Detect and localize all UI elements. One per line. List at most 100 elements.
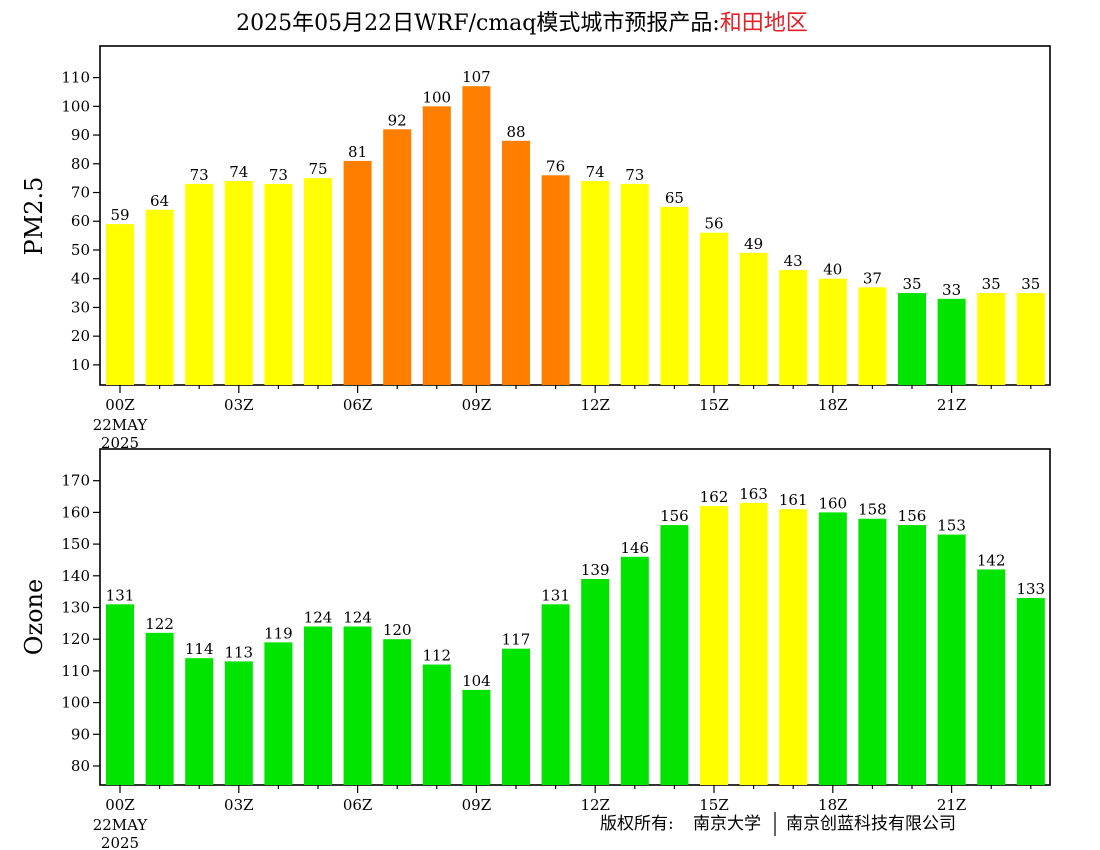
- copyright-org-nju: 南京大学: [693, 814, 761, 834]
- pm25-bar-value-label: 35: [902, 275, 921, 293]
- pm25-bar-value-label: 88: [506, 123, 525, 141]
- pm25-bar: [502, 140, 530, 385]
- ozone-bar-value-label: 131: [541, 586, 570, 604]
- ozone-bar: [818, 512, 847, 785]
- ozone-bar: [700, 506, 728, 785]
- ozone-bar: [620, 556, 649, 785]
- title-prefix: 2025年05月22日WRF/cmaq模式城市预报产品:: [236, 11, 720, 36]
- ozone-bar-value-label: 158: [858, 501, 887, 519]
- pm25-bar-value-label: 92: [388, 111, 407, 129]
- pm25-y-tick-label: 60: [71, 212, 90, 230]
- ozone-y-tick-label: 90: [71, 725, 90, 743]
- pm25-frame: [99, 45, 1051, 386]
- ozone-frame: [99, 448, 1051, 786]
- ozone-x-tick-label: 00Z: [105, 796, 135, 814]
- ozone-bar-value-label: 153: [937, 517, 966, 535]
- ozone-bar: [541, 604, 570, 785]
- copyright-org-chuanglan: 南京创蓝科技有限公司: [786, 814, 956, 834]
- ozone-bar: [343, 626, 372, 785]
- pm25-bar-value-label: 73: [269, 166, 288, 184]
- ozone-bar: [660, 525, 689, 785]
- pm25-bar-value-label: 74: [229, 163, 248, 181]
- pm25-bar-value-label: 56: [704, 215, 723, 233]
- ozone-bar-value-label: 160: [818, 494, 847, 512]
- pm25-y-tick-label: 40: [71, 270, 90, 288]
- copyright-label: 版权所有:: [600, 814, 674, 834]
- pm25-bar-value-label: 81: [348, 143, 367, 161]
- pm25-y-tick-label: 90: [71, 126, 90, 144]
- ozone-y-tick-label: 140: [61, 567, 90, 585]
- ozone-bar: [581, 578, 610, 785]
- ozone-bar-value-label: 156: [898, 507, 927, 525]
- ozone-y-axis-label: Ozone: [20, 579, 48, 655]
- pm25-y-tick-label: 50: [71, 241, 90, 259]
- pm25-bar-value-label: 33: [942, 281, 961, 299]
- ozone-y-tick-label: 80: [71, 757, 90, 775]
- pm25-bar-value-label: 73: [190, 166, 209, 184]
- pm25-bar-value-label: 100: [422, 88, 451, 106]
- pm25-bar-value-label: 64: [150, 192, 169, 210]
- pm25-x-tick-label: 06Z: [343, 396, 373, 414]
- title-region: 和田地区: [720, 11, 808, 36]
- pm25-bar: [898, 293, 926, 385]
- ozone-x-tick-label: 09Z: [462, 796, 492, 814]
- pm25-bar-value-label: 35: [982, 275, 1001, 293]
- ozone-bar-value-label: 163: [739, 485, 768, 503]
- pm25-x-tick-label: 00Z: [105, 396, 135, 414]
- pm25-bar: [1016, 293, 1045, 385]
- pm25-bar-value-label: 59: [110, 206, 129, 224]
- pm25-bar-value-label: 76: [546, 157, 565, 175]
- pm25-y-tick-label: 110: [61, 69, 90, 87]
- pm25-bar: [264, 183, 293, 385]
- pm25-x-tick-label: 12Z: [580, 396, 610, 414]
- ozone-bar: [422, 664, 451, 785]
- ozone-bar-value-label: 119: [264, 624, 293, 642]
- ozone-bar: [977, 569, 1006, 785]
- ozone-bar: [185, 658, 214, 785]
- pm25-x-tick-label: 15Z: [699, 396, 729, 414]
- ozone-bar: [145, 632, 174, 785]
- pm25-bar-value-label: 65: [665, 189, 684, 207]
- ozone-bar-value-label: 156: [660, 507, 689, 525]
- ozone-x-tick-label: 21Z: [937, 796, 967, 814]
- ozone-bar-value-label: 117: [502, 631, 531, 649]
- pm25-bar: [185, 183, 214, 385]
- pm25-bar: [739, 252, 768, 385]
- pm25-bar: [462, 86, 491, 385]
- pm25-y-axis-label: PM2.5: [20, 177, 48, 256]
- ozone-bar: [779, 509, 808, 785]
- ozone-x-tick-label: 15Z: [699, 796, 729, 814]
- pm25-bar: [581, 181, 610, 385]
- ozone-y-tick-label: 130: [61, 598, 90, 616]
- pm25-bar: [779, 270, 808, 385]
- ozone-bar-value-label: 122: [145, 615, 174, 633]
- pm25-y-tick-label: 20: [71, 327, 90, 345]
- ozone-bar-value-label: 162: [700, 488, 729, 506]
- ozone-bar: [1016, 597, 1045, 785]
- pm25-y-tick-label: 30: [71, 298, 90, 316]
- pm25-bar: [422, 106, 451, 385]
- ozone-bar: [739, 502, 768, 785]
- pm25-bar-value-label: 74: [586, 163, 605, 181]
- pm25-bar: [145, 209, 174, 385]
- ozone-bar: [106, 604, 134, 785]
- pm25-bar-value-label: 107: [462, 68, 491, 86]
- ozone-y-tick-label: 100: [61, 694, 90, 712]
- pm25-bar: [937, 298, 966, 385]
- ozone-x-date-label: 22MAY: [93, 816, 149, 834]
- pm25-bar-value-label: 37: [863, 269, 882, 287]
- pm25-y-tick-label: 10: [71, 356, 90, 374]
- ozone-bar-value-label: 124: [304, 609, 333, 627]
- ozone-bar-value-label: 133: [1016, 580, 1045, 598]
- pm25-bar-value-label: 73: [625, 166, 644, 184]
- pm25-y-tick-label: 70: [71, 184, 90, 202]
- ozone-bar-value-label: 113: [224, 643, 253, 661]
- ozone-bar-value-label: 114: [185, 640, 214, 658]
- ozone-y-tick-label: 170: [61, 472, 90, 490]
- pm25-bar-value-label: 49: [744, 235, 763, 253]
- ozone-bar-value-label: 120: [383, 621, 412, 639]
- ozone-bar: [383, 639, 412, 785]
- ozone-bar-value-label: 142: [977, 551, 1006, 569]
- pm25-bar: [541, 175, 570, 385]
- ozone-bar: [502, 648, 530, 785]
